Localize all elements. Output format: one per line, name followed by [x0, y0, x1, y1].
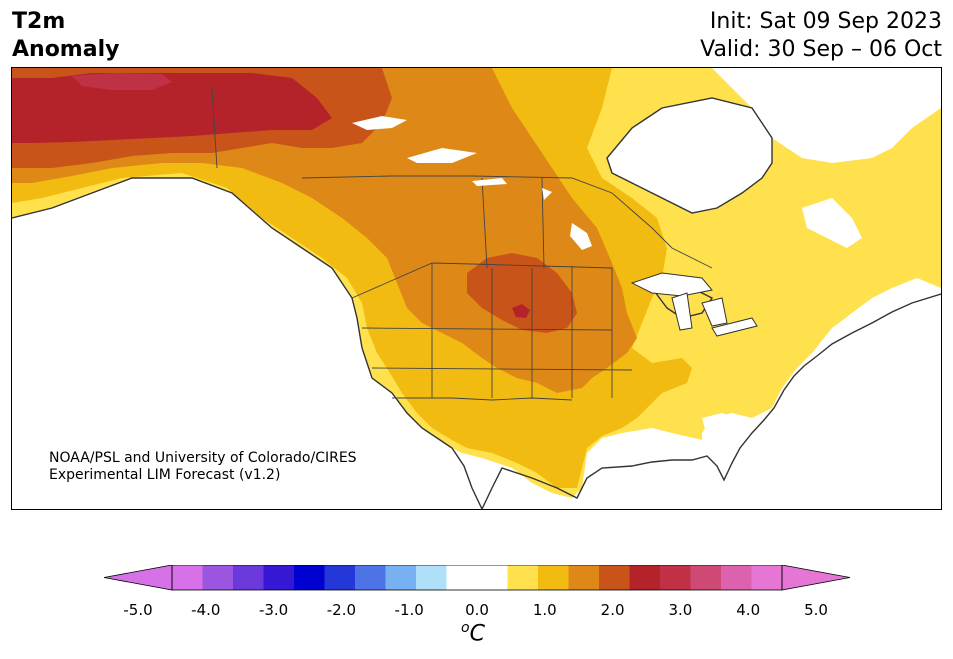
- northern-lakes: [352, 116, 592, 250]
- colorbar-cell: [599, 565, 630, 590]
- colorbar-cell: [172, 565, 203, 590]
- coastlines: [12, 97, 941, 509]
- colorbar-cell: [629, 565, 661, 590]
- colorbar-cell: [660, 565, 691, 590]
- colorbar-cell: [355, 565, 386, 590]
- political-borders: [211, 87, 713, 401]
- colorbar-cell: [477, 565, 508, 590]
- credit-text: NOAA/PSL and University of Colorado/CIRE…: [49, 450, 357, 484]
- labrador-clear: [802, 198, 862, 248]
- colorbar-cell: [568, 565, 600, 590]
- forecast-dates: Init: Sat 09 Sep 2023 Valid: 30 Sep – 06…: [700, 8, 942, 64]
- colorbar-cell: [294, 565, 325, 590]
- colorbar: [104, 565, 850, 591]
- pacific-ocean: [12, 178, 472, 509]
- colorbar-cell: [233, 565, 264, 590]
- title-line-2: Anomaly: [12, 37, 120, 62]
- anomaly-band-2p5: [12, 73, 332, 143]
- map-title: T2m Anomaly: [12, 8, 119, 64]
- colorbar-cell: [446, 565, 478, 590]
- colorbar-tick-label: 5.0: [804, 601, 828, 619]
- anomaly-spot-2p5: [512, 304, 530, 318]
- colorbar-cell: [538, 565, 569, 590]
- colorbar-cell: [507, 565, 539, 590]
- anomaly-core-2p0-central: [467, 253, 577, 333]
- colorbar-cell: [721, 565, 752, 590]
- colorbar-cell: [416, 565, 447, 590]
- map-panel: [11, 67, 942, 510]
- colorbar-extend-low: [104, 565, 173, 591]
- init-date: Init: Sat 09 Sep 2023: [709, 9, 942, 34]
- colorbar-tick-label: 4.0: [736, 601, 761, 619]
- gulf-of-mexico: [572, 293, 941, 509]
- colorbar-tick-label: -2.0: [326, 601, 357, 619]
- colorbar-extend-high: [781, 565, 850, 591]
- colorbar-tick-label: -4.0: [191, 601, 221, 619]
- colorbar-cell: [751, 565, 783, 590]
- title-line-1: T2m: [12, 9, 66, 34]
- northeast-clear: [712, 68, 941, 163]
- colorbar-cell: [263, 565, 295, 590]
- colorbar-cell: [324, 565, 356, 590]
- colorbar-cell: [202, 565, 234, 590]
- colorbar-tick-label: -5.0: [123, 601, 153, 619]
- colorbar-tick-label: -1.0: [394, 601, 424, 619]
- units-symbol: C: [469, 621, 485, 647]
- colorbar-tick-label: 3.0: [668, 601, 693, 619]
- great-lakes: [630, 272, 758, 337]
- hudson-bay-area: [607, 98, 772, 213]
- anomaly-map: [12, 68, 941, 509]
- colorbar-outline: [171, 565, 783, 591]
- units-label: oC: [461, 620, 485, 646]
- colorbar-cell: [690, 565, 722, 590]
- credit-line-2: Experimental LIM Forecast (v1.2): [49, 467, 281, 483]
- valid-period: Valid: 30 Sep – 06 Oct: [700, 37, 942, 62]
- units-degree: o: [461, 620, 470, 636]
- colorbar-tick-label: 2.0: [600, 601, 625, 619]
- colorbar-cell: [385, 565, 417, 590]
- colorbar-tick-label: 0.0: [465, 601, 489, 619]
- anomaly-band-3p0: [72, 73, 172, 90]
- credit-line-1: NOAA/PSL and University of Colorado/CIRE…: [49, 450, 357, 466]
- colorbar-cells: [172, 565, 783, 590]
- colorbar-tick-label: -3.0: [258, 601, 289, 619]
- colorbar-tick-label: 1.0: [532, 601, 557, 619]
